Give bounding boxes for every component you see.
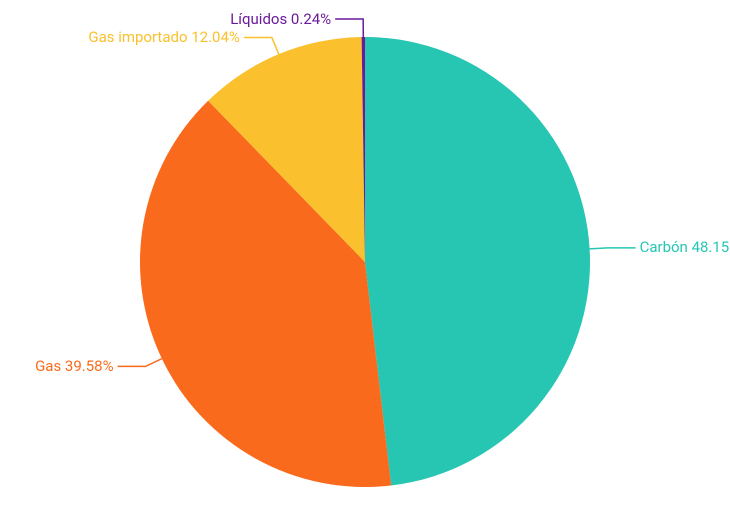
pie-chart: Carbón 48.15% Gas 39.58% Gas importado 1…	[0, 0, 730, 510]
slice-label-gas: Gas 39.58%	[35, 357, 114, 375]
pie-slice	[365, 37, 590, 485]
slice-label-gas-importado: Gas importado 12.04%	[88, 28, 240, 46]
slice-label-carbon: Carbón 48.15%	[640, 238, 730, 256]
pie-svg	[0, 0, 730, 510]
leader-line	[118, 359, 162, 367]
leader-line	[244, 38, 279, 55]
slice-label-liquidos: Líquidos 0.24%	[230, 10, 331, 28]
leader-line	[590, 248, 636, 249]
leader-line	[335, 19, 363, 37]
